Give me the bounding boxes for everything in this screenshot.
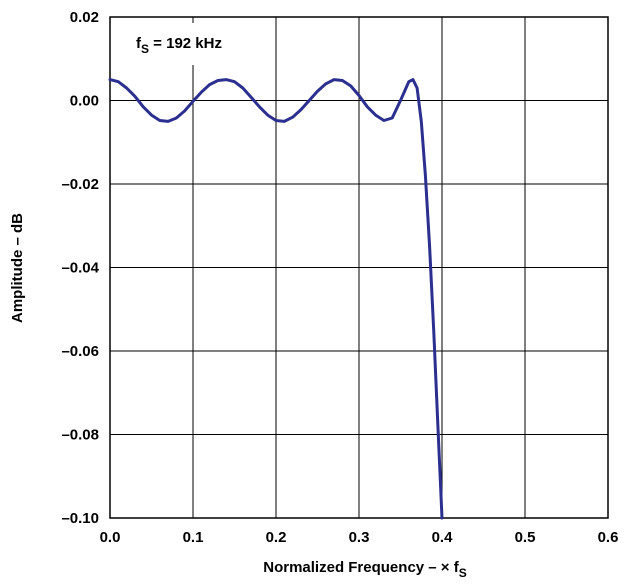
x-tick-label: 0.1 (183, 529, 204, 546)
y-tick-label: –0.04 (61, 260, 99, 277)
y-tick-label: –0.08 (61, 427, 99, 444)
annotation-text: fS = 192 kHz (136, 35, 222, 56)
x-tick-label: 0.0 (100, 529, 121, 546)
y-axis-label: Amplitude – dB (9, 213, 26, 323)
x-tick-label: 0.5 (515, 529, 536, 546)
annotation-sub: S (141, 42, 149, 56)
series-group (108, 78, 444, 520)
y-tick-label: –0.02 (61, 176, 99, 193)
plot-area (109, 16, 609, 519)
series-line (108, 78, 444, 520)
x-tick-label: 0.2 (266, 529, 287, 546)
x-axis-label: Normalized Frequency – × fS (263, 559, 467, 580)
grid-lines (109, 16, 609, 519)
annotation-box: fS = 192 kHz (124, 23, 274, 65)
y-tick-label: 0.02 (70, 9, 99, 26)
annotation-main: f (136, 35, 142, 52)
y-tick-label: –0.10 (61, 510, 99, 527)
x-axis-label-main: Normalized Frequency – × f (263, 559, 459, 576)
y-tick-label: 0.00 (70, 93, 99, 110)
annotation-rest: = 192 kHz (149, 35, 222, 52)
x-tick-label: 0.4 (432, 529, 454, 546)
x-tick-label: 0.3 (349, 529, 370, 546)
y-tick-label: –0.06 (61, 343, 99, 360)
x-tick-label: 0.6 (598, 529, 619, 546)
y-tick-labels: 0.02 0.00 –0.02 –0.04 –0.06 –0.08 –0.10 (61, 9, 99, 527)
x-tick-labels: 0.0 0.1 0.2 0.3 0.4 0.5 0.6 (100, 529, 619, 546)
x-axis-label-sub: S (459, 566, 467, 580)
